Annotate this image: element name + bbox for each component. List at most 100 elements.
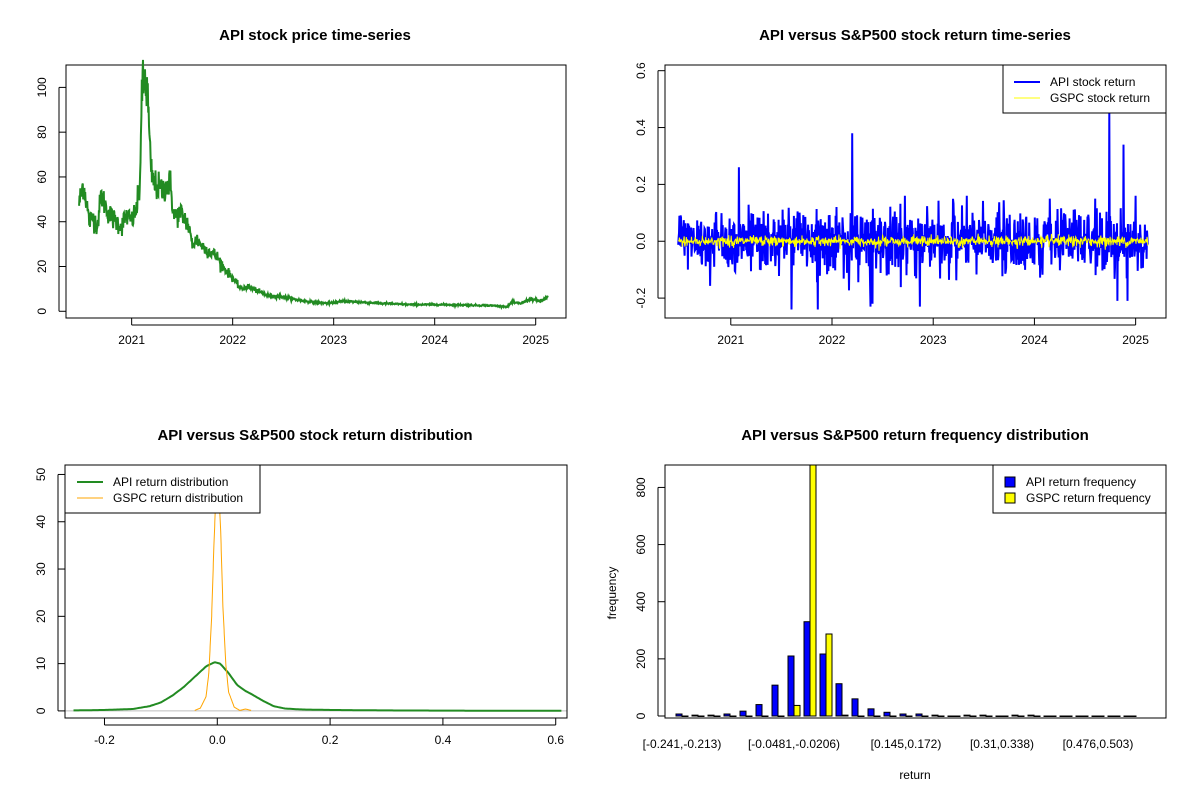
y-tick-label: 0 bbox=[34, 707, 48, 714]
gspc-frequency-bar bbox=[873, 715, 881, 717]
gspc-return-series-line bbox=[677, 233, 1149, 251]
y-tick-label: 0.6 bbox=[634, 62, 648, 79]
gspc-frequency-bar bbox=[841, 714, 849, 717]
gspc-frequency-bar bbox=[729, 715, 737, 717]
api-frequency-bar bbox=[851, 698, 859, 717]
gspc-frequency-bar bbox=[905, 715, 913, 717]
gspc-frequency-bar bbox=[793, 704, 801, 717]
y-tick-label: 30 bbox=[34, 562, 48, 576]
price-timeseries-panel: API stock price time-series 2021 2022 2023… bbox=[35, 27, 567, 347]
api-frequency-bar bbox=[995, 715, 1003, 717]
legend-label-gspc: GSPC return frequency bbox=[1026, 491, 1151, 505]
plot-area bbox=[65, 483, 567, 712]
y-tick-label: 40 bbox=[35, 215, 49, 229]
chart-title: API versus S&P500 return frequency distr… bbox=[741, 427, 1089, 444]
api-frequency-bar bbox=[899, 713, 907, 717]
chart-title: API stock price time-series bbox=[219, 27, 411, 44]
y-tick-label: -0.2 bbox=[634, 287, 648, 308]
y-axis: 0 200 400 600 800 bbox=[634, 477, 665, 719]
plot-area bbox=[677, 110, 1149, 310]
api-frequency-bar bbox=[835, 683, 843, 717]
x-category-label: [-0.0481,-0.0206) bbox=[748, 737, 840, 751]
gspc-frequency-bar bbox=[889, 715, 897, 717]
legend-swatch-gspc bbox=[1004, 492, 1016, 504]
x-axis: -0.2 0.0 0.2 0.4 0.6 bbox=[94, 718, 564, 747]
legend: API return distribution GSPC return dist… bbox=[64, 464, 261, 514]
legend-box bbox=[1002, 64, 1167, 114]
gspc-frequency-bar bbox=[1001, 715, 1009, 717]
api-frequency-bar bbox=[1075, 715, 1083, 717]
gspc-frequency-bar bbox=[1033, 715, 1041, 717]
api-frequency-bar bbox=[1043, 715, 1051, 717]
legend-label-gspc: GSPC stock return bbox=[1050, 91, 1150, 105]
return-frequency-panel: API versus S&P500 return frequency distr… bbox=[605, 427, 1167, 782]
gspc-frequency-bar bbox=[937, 715, 945, 717]
legend-label-gspc: GSPC return distribution bbox=[113, 491, 243, 505]
api-frequency-bar bbox=[771, 684, 779, 717]
x-category-label: [-0.241,-0.213) bbox=[643, 737, 722, 751]
api-return-series-line bbox=[677, 110, 1149, 310]
api-frequency-bar bbox=[1027, 714, 1035, 717]
y-axis: -0.2 0.0 0.2 0.4 0.6 bbox=[634, 62, 665, 308]
y-tick-label: 0.4 bbox=[634, 119, 648, 136]
api-frequency-bar bbox=[867, 708, 875, 717]
y-tick-label: 60 bbox=[35, 170, 49, 184]
api-density-line bbox=[73, 661, 562, 712]
x-tick-label: 2023 bbox=[320, 333, 347, 347]
gspc-frequency-bar bbox=[1113, 715, 1121, 717]
gspc-density-line bbox=[194, 483, 252, 711]
gspc-frequency-bar bbox=[1097, 715, 1105, 717]
legend-label-api: API return frequency bbox=[1026, 475, 1136, 489]
x-tick-label: 0.4 bbox=[435, 733, 452, 747]
api-frequency-bar bbox=[723, 713, 731, 717]
x-tick-label: 2025 bbox=[1122, 333, 1149, 347]
y-axis-label: frequency bbox=[605, 567, 619, 620]
y-tick-label: 50 bbox=[34, 467, 48, 481]
x-tick-label: 2022 bbox=[819, 333, 846, 347]
y-tick-label: 400 bbox=[634, 591, 648, 611]
x-tick-label: 2024 bbox=[1021, 333, 1048, 347]
x-tick-label: 0.0 bbox=[209, 733, 226, 747]
gspc-frequency-bar bbox=[1129, 715, 1137, 717]
api-frequency-bar bbox=[883, 711, 891, 717]
plot-area bbox=[675, 464, 1137, 717]
gspc-frequency-bar bbox=[953, 715, 961, 717]
x-axis-label: return bbox=[899, 768, 930, 782]
return-timeseries-panel: API versus S&P500 stock return time-seri… bbox=[634, 27, 1167, 347]
plot-box bbox=[65, 64, 567, 319]
price-series-line bbox=[78, 59, 549, 311]
x-tick-label: 2023 bbox=[920, 333, 947, 347]
legend-box bbox=[992, 464, 1167, 514]
gspc-frequency-bar bbox=[1081, 715, 1089, 717]
plot-box bbox=[664, 464, 1167, 719]
y-tick-label: 0 bbox=[634, 712, 648, 719]
x-category-label: [0.145,0.172) bbox=[871, 737, 942, 751]
return-distribution-panel: API versus S&P500 stock return distribut… bbox=[34, 427, 568, 747]
y-tick-label: 0.0 bbox=[634, 233, 648, 250]
api-frequency-bar bbox=[1011, 714, 1019, 717]
x-axis: 2021 2022 2023 2024 2025 bbox=[717, 318, 1149, 347]
y-tick-label: 10 bbox=[34, 657, 48, 671]
gspc-frequency-bar bbox=[761, 715, 769, 717]
y-tick-label: 40 bbox=[34, 515, 48, 529]
gspc-frequency-bar bbox=[777, 715, 785, 717]
plot-box bbox=[664, 64, 1167, 319]
legend: API return frequency GSPC return frequen… bbox=[992, 464, 1167, 514]
api-frequency-bar bbox=[755, 704, 763, 717]
api-frequency-bar bbox=[947, 715, 955, 717]
chart-title: API versus S&P500 stock return time-seri… bbox=[759, 27, 1071, 44]
gspc-frequency-bar bbox=[697, 715, 705, 717]
api-frequency-bar bbox=[1107, 715, 1115, 717]
gspc-frequency-bar bbox=[681, 715, 689, 717]
api-frequency-bar bbox=[1059, 715, 1067, 717]
y-tick-label: 100 bbox=[35, 77, 49, 97]
api-frequency-bar bbox=[803, 621, 811, 717]
x-tick-label: 2021 bbox=[717, 333, 744, 347]
y-axis: 0 20 40 60 80 100 bbox=[35, 77, 66, 315]
x-category-label: [0.31,0.338) bbox=[970, 737, 1034, 751]
x-tick-label: 2024 bbox=[421, 333, 448, 347]
gspc-frequency-bar bbox=[1017, 715, 1025, 717]
legend-swatch-api bbox=[1004, 476, 1016, 488]
x-axis: [-0.241,-0.213) [-0.0481,-0.0206) [0.145,0… bbox=[643, 737, 1134, 751]
